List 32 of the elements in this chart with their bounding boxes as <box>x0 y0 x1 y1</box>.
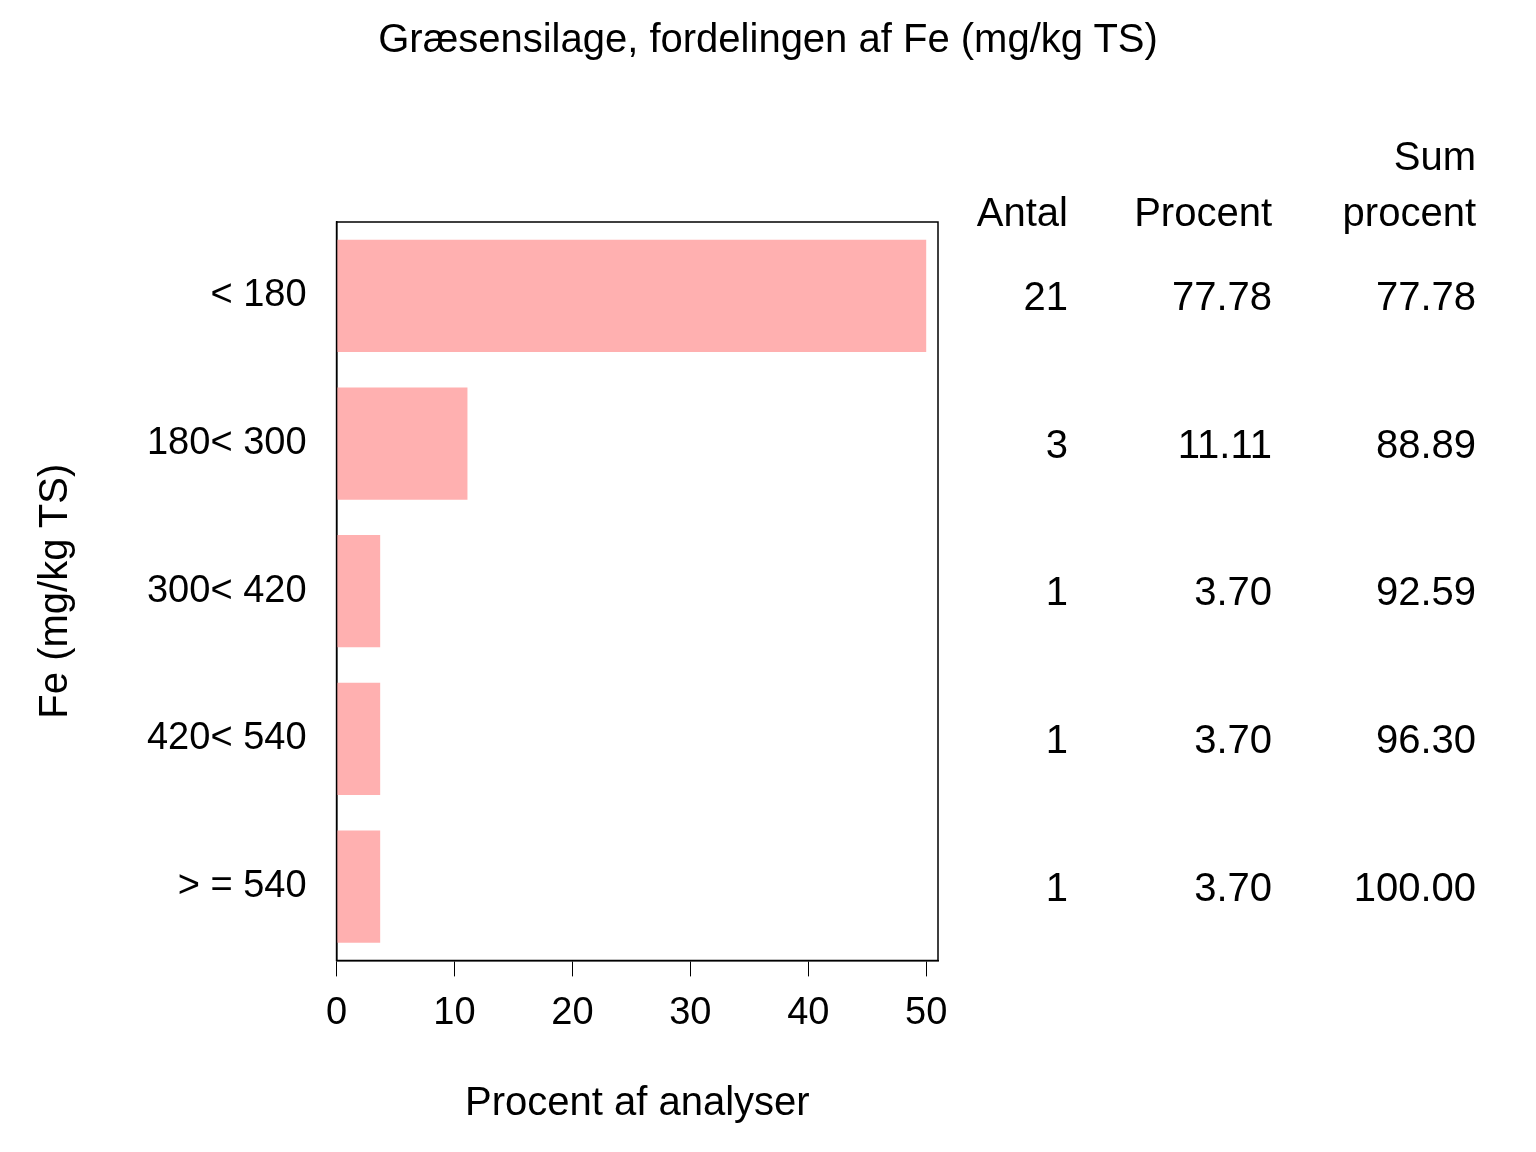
x-tick-label: 40 <box>787 989 830 1032</box>
text: 88.89 <box>1375 421 1476 466</box>
text: 3.70 <box>1194 716 1272 761</box>
text: 92.59 <box>1375 569 1476 614</box>
y-tick-label: 180< 300 <box>146 420 307 462</box>
text: 3.70 <box>1194 864 1272 909</box>
x-tick-label: 30 <box>669 989 712 1032</box>
text: 100.00 <box>1353 864 1476 909</box>
text: 77.78 <box>1171 273 1272 318</box>
y-tick-label: < 180 <box>210 272 307 315</box>
text: 77.78 <box>1375 273 1476 318</box>
y-tick-label: 300< 420 <box>146 567 307 610</box>
text: 21 <box>1023 273 1068 318</box>
chart-title: Græsensilage, fordelingen af Fe (mg/kg TS) <box>378 16 1158 60</box>
y-tick-label: 420< 540 <box>146 715 307 758</box>
x-axis-title: Procent af analyser <box>464 1079 810 1124</box>
text: 11.11 <box>1177 421 1272 466</box>
text: 1 <box>1045 569 1068 614</box>
x-tick-label: 20 <box>551 989 594 1032</box>
text: Sum procent <box>1342 134 1476 234</box>
x-tick-label: 10 <box>433 989 476 1032</box>
text: Procent <box>1134 190 1272 234</box>
text: 1 <box>1045 864 1068 909</box>
text: 1 <box>1045 716 1068 761</box>
text: 3.70 <box>1194 569 1272 614</box>
text: Antal <box>976 190 1068 234</box>
x-tick-label: 0 <box>325 989 348 1032</box>
x-tick-label: 50 <box>905 989 948 1032</box>
y-tick-label: > = 540 <box>177 863 307 906</box>
text: 3 <box>1045 421 1068 466</box>
text: 96.30 <box>1375 716 1476 761</box>
y-axis-title: Fe (mg/kg TS) <box>31 463 76 719</box>
